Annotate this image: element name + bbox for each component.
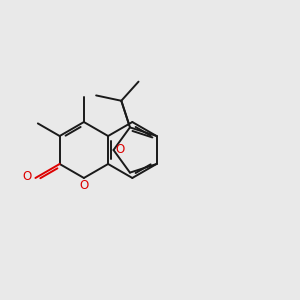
- Text: O: O: [22, 170, 32, 183]
- Text: O: O: [79, 179, 88, 192]
- Text: O: O: [115, 143, 124, 157]
